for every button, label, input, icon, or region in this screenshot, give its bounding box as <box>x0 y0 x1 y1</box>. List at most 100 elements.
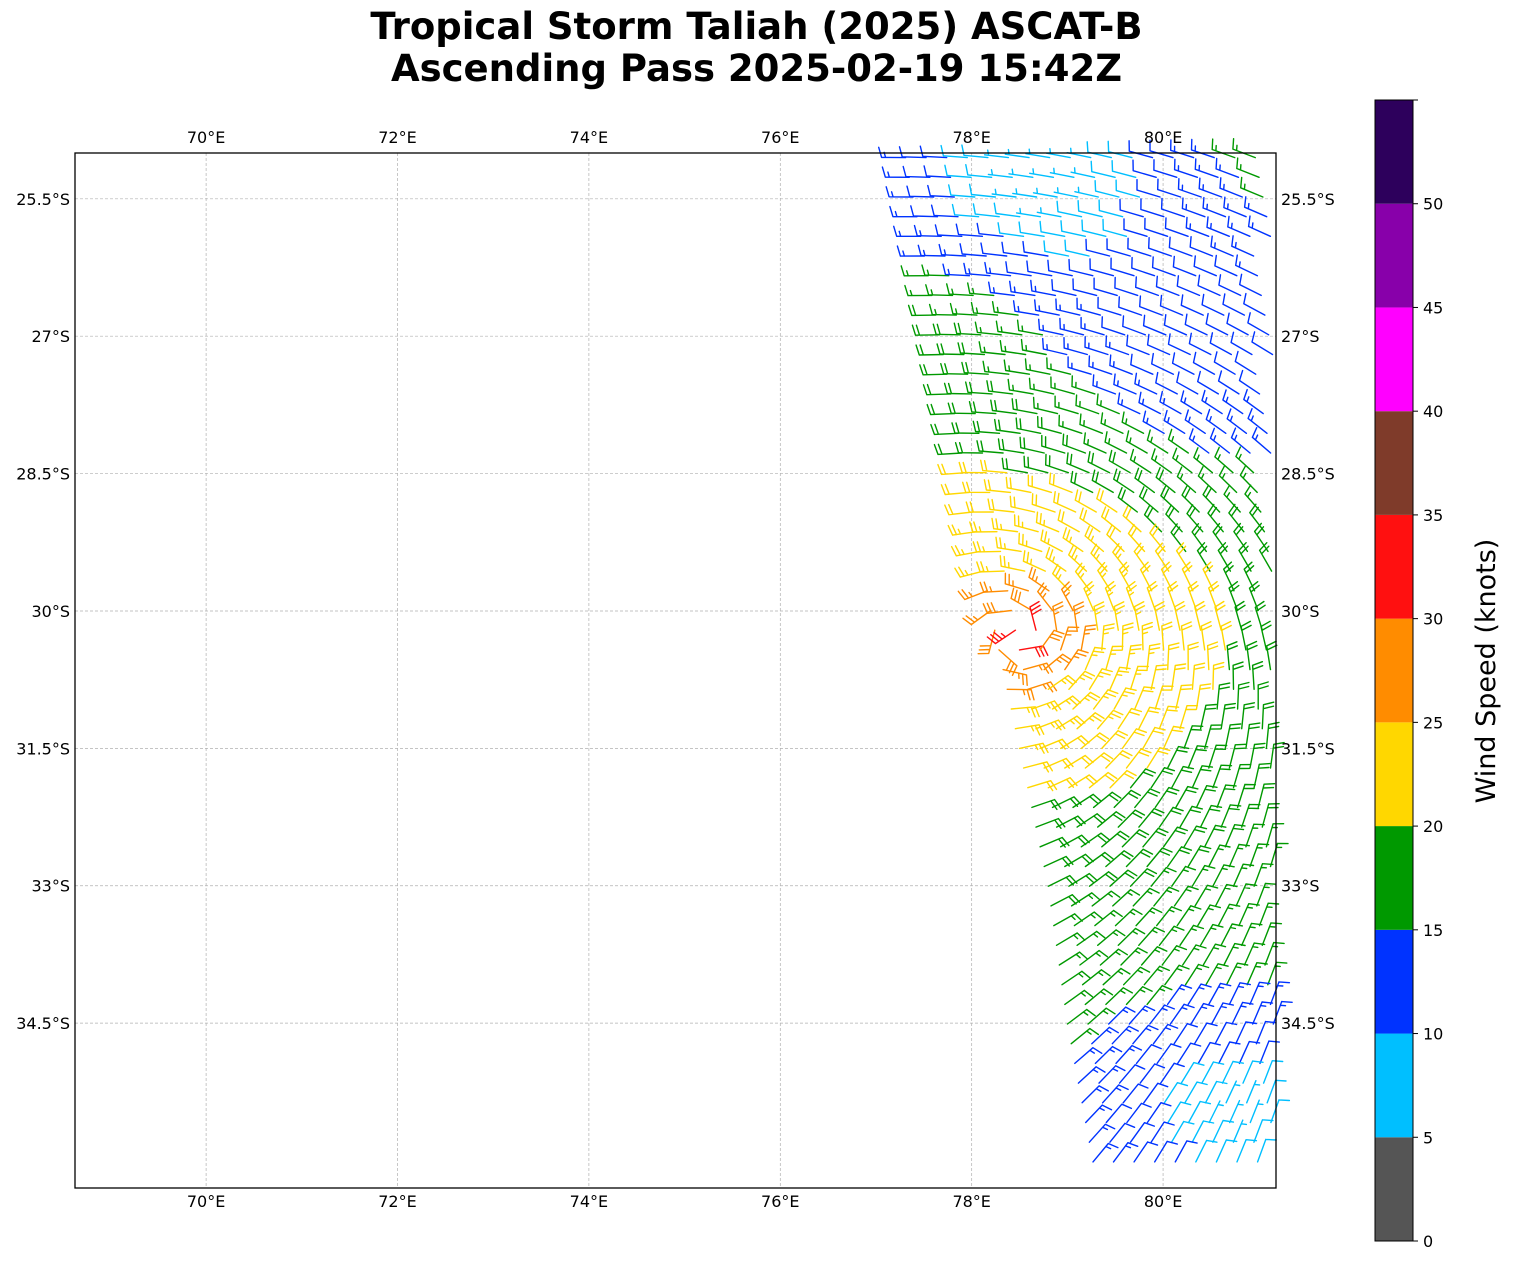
wind-barb <box>1170 1120 1195 1143</box>
wind-barb <box>965 501 994 513</box>
wind-barb <box>1138 391 1162 415</box>
wind-barb <box>1160 561 1173 592</box>
wind-barb <box>1080 732 1110 750</box>
wind-barb <box>1128 140 1154 159</box>
wind-barb <box>1055 932 1086 946</box>
wind-barb <box>1202 561 1215 592</box>
wind-barb <box>1158 705 1180 730</box>
wind-barb <box>1001 457 1028 474</box>
wind-barb <box>1109 666 1131 690</box>
wind-barb <box>1118 1064 1146 1084</box>
wind-barb <box>1020 338 1047 356</box>
wind-barb <box>986 629 1017 645</box>
wind-barb <box>1146 333 1171 356</box>
wind-barb <box>922 383 952 396</box>
wind-barb <box>980 242 1008 257</box>
wind-barb <box>1114 908 1143 927</box>
wind-barb <box>1151 256 1176 277</box>
wind-barb <box>1225 962 1249 986</box>
wind-barb <box>1191 765 1214 789</box>
wind-barb <box>1053 913 1083 927</box>
wind-barb <box>1154 1140 1178 1163</box>
wind-barb <box>1041 434 1066 454</box>
wind-barb <box>1037 582 1054 612</box>
wind-barb <box>1246 640 1258 671</box>
colorbar-segment <box>1375 1137 1413 1241</box>
wind-barb <box>1224 824 1246 848</box>
wind-barb <box>987 169 1013 178</box>
wind-barb <box>1096 488 1118 513</box>
wind-barb <box>1266 640 1278 671</box>
wind-barb <box>951 203 980 218</box>
lon-tick-label-bottom: 72°E <box>378 1192 416 1211</box>
wind-barb <box>1060 220 1086 237</box>
wind-barb <box>1265 721 1280 750</box>
wind-barb <box>1259 1040 1280 1065</box>
wind-barb <box>1039 738 1070 750</box>
wind-barb <box>1088 668 1113 690</box>
wind-barb <box>1158 806 1184 828</box>
wind-barb <box>1073 911 1103 927</box>
wind-barb <box>993 202 1021 218</box>
gridlines <box>75 153 1276 1188</box>
wind-barb <box>1134 372 1158 395</box>
wind-barb <box>1146 985 1173 1006</box>
wind-barb <box>946 283 974 297</box>
wind-barb <box>1115 179 1141 198</box>
wind-barb <box>1084 646 1106 671</box>
wind-barb <box>1204 1080 1228 1104</box>
wind-barb <box>1039 629 1065 651</box>
wind-barb <box>1257 681 1269 710</box>
wind-barb <box>900 265 929 277</box>
wind-barb <box>1195 785 1218 809</box>
wind-barb <box>1222 389 1244 415</box>
wind-barb <box>1215 157 1240 178</box>
wind-barb <box>1104 581 1116 612</box>
wind-barb <box>1134 788 1161 809</box>
wind-barb <box>1105 850 1134 868</box>
wind-barb <box>1132 887 1160 907</box>
wind-barb <box>1102 967 1131 986</box>
wind-barb <box>1097 561 1112 592</box>
wind-barb <box>940 144 968 159</box>
colorbar-segment <box>1375 307 1413 412</box>
wind-barb <box>974 321 1002 336</box>
wind-barb <box>1034 299 1060 316</box>
colorbar-segment <box>1375 203 1413 308</box>
wind-barb <box>1056 200 1083 218</box>
wind-barb <box>885 186 914 198</box>
wind-barb <box>1164 217 1189 237</box>
wind-barb <box>1228 743 1247 769</box>
wind-barb <box>1227 215 1251 237</box>
wind-barb <box>1132 1024 1159 1045</box>
lat-tick-label-left: 27°S <box>31 327 70 346</box>
lat-tick-label-right: 33°S <box>1281 877 1320 896</box>
wind-barb <box>1064 989 1094 1006</box>
wind-barb <box>1107 140 1133 159</box>
wind-barb <box>995 320 1023 336</box>
colorbar-segment <box>1375 514 1413 619</box>
wind-barb <box>1217 903 1241 927</box>
wind-barb <box>1076 297 1101 316</box>
wind-barb <box>1097 296 1122 316</box>
wind-barb <box>1170 523 1187 553</box>
wind-barb <box>963 262 991 277</box>
wind-barb <box>1018 532 1043 553</box>
wind-barb <box>1167 428 1189 454</box>
wind-barb <box>1238 1040 1261 1065</box>
wind-barb <box>976 440 1004 454</box>
wind-barb <box>959 243 987 257</box>
wind-barb <box>1088 1123 1116 1143</box>
wind-barb <box>1052 563 1071 592</box>
wind-barb <box>1179 924 1205 946</box>
wind-barb <box>1173 885 1199 907</box>
wind-barb <box>1255 1020 1277 1045</box>
wind-barb <box>926 403 956 416</box>
wind-barb <box>1122 505 1142 533</box>
wind-barb <box>1184 313 1208 336</box>
wind-barb <box>1080 316 1105 336</box>
wind-barb <box>1055 298 1081 316</box>
wind-barb <box>1153 159 1178 178</box>
wind-barb <box>1028 377 1055 395</box>
wind-barb <box>1140 198 1165 218</box>
